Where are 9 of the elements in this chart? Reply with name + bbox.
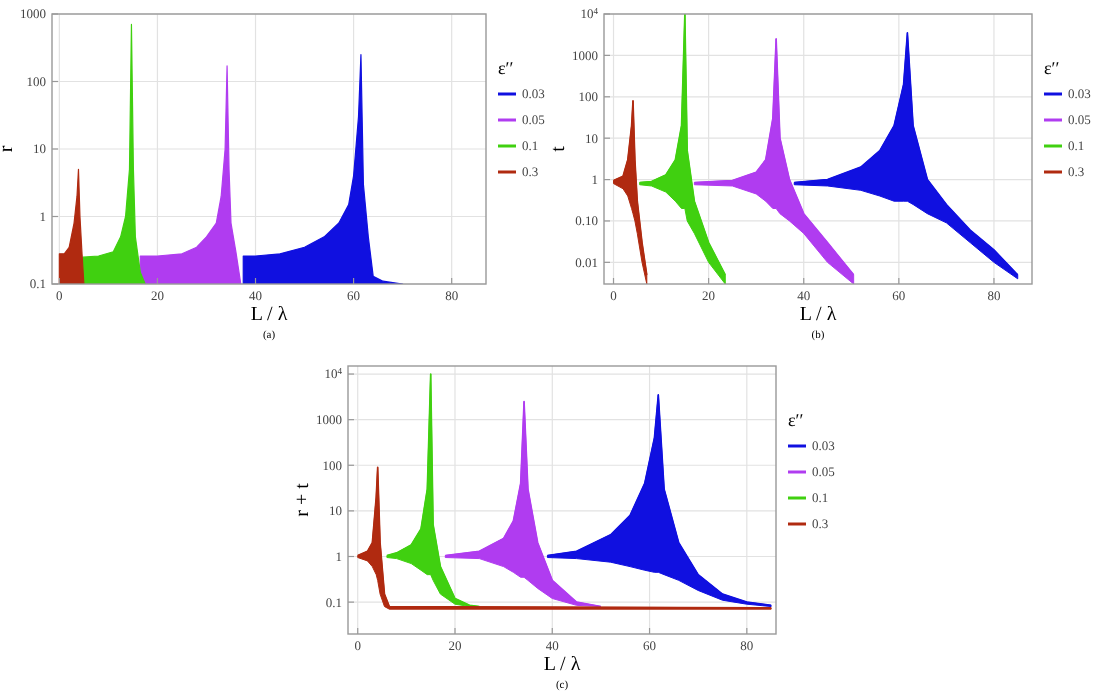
x-axis-title: L / λ bbox=[543, 654, 581, 676]
y-axis-title: r bbox=[0, 144, 18, 153]
legend-title: ε′′ bbox=[498, 58, 514, 78]
x-axis-title: L / λ bbox=[250, 304, 288, 326]
legend-title: ε′′ bbox=[1044, 58, 1060, 78]
y-axis-title: r + t bbox=[292, 482, 314, 517]
x-axis-title: L / λ bbox=[799, 304, 837, 326]
legend-title: ε′′ bbox=[788, 410, 804, 430]
y-axis-title: t bbox=[548, 145, 570, 152]
